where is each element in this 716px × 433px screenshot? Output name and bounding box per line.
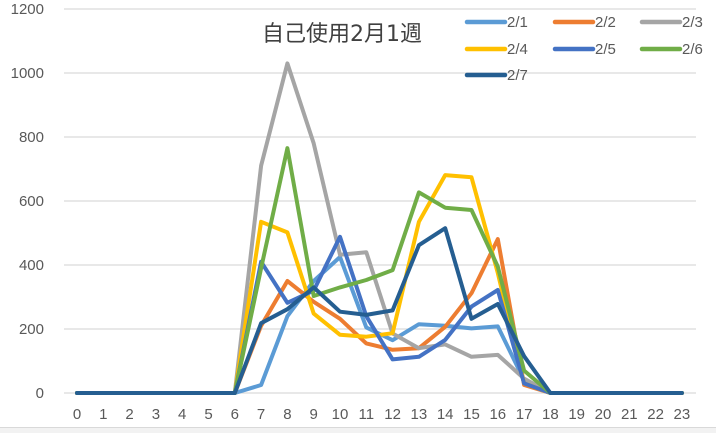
legend-item-2-3: 2/3 xyxy=(639,14,703,31)
legend-item-2-7: 2/7 xyxy=(464,67,528,84)
series-line-2-2 xyxy=(75,237,684,395)
x-axis-ticks: 0 1 2 3 4 5 6 7 8 9 10 11 12 13 14 15 16 17 18 19 20 21 22 23 xyxy=(73,406,690,423)
legend-item-2-4: 2/4 xyxy=(464,41,528,58)
legend-label: 2/7 xyxy=(507,67,528,84)
legend-label: 2/2 xyxy=(595,14,616,31)
x-tick-label: 22 xyxy=(647,406,664,423)
x-tick-label: 19 xyxy=(568,406,585,423)
legend-label: 2/1 xyxy=(507,14,528,31)
x-tick-label: 17 xyxy=(516,406,533,423)
x-tick-label: 1 xyxy=(99,406,107,423)
gridlines xyxy=(64,8,696,394)
x-tick-label: 11 xyxy=(359,406,375,423)
x-tick-label: 10 xyxy=(332,406,349,423)
x-tick-label: 2 xyxy=(125,406,133,423)
x-tick-label: 23 xyxy=(674,406,691,423)
series-line-2-7 xyxy=(75,226,684,395)
legend-item-2-6: 2/6 xyxy=(639,41,703,58)
legend-label: 2/3 xyxy=(682,14,703,31)
x-tick-label: 9 xyxy=(310,406,318,423)
x-tick-label: 18 xyxy=(542,406,559,423)
x-tick-label: 0 xyxy=(73,406,81,423)
y-axis-ticks: 0 200 400 600 800 1000 1200 xyxy=(11,1,44,402)
x-tick-label: 5 xyxy=(204,406,212,423)
sheet-bottom-edge xyxy=(0,427,716,433)
x-tick-label: 4 xyxy=(178,406,186,423)
x-tick-label: 16 xyxy=(489,406,506,423)
chart-title: 自己使用2月1週 xyxy=(262,22,422,47)
y-tick-label: 800 xyxy=(19,129,44,146)
legend-item-2-5: 2/5 xyxy=(552,41,616,58)
x-tick-label: 20 xyxy=(595,406,612,423)
y-tick-label: 1200 xyxy=(11,1,44,18)
legend-item-2-1: 2/1 xyxy=(464,14,528,31)
x-tick-label: 21 xyxy=(621,406,638,423)
y-tick-label: 200 xyxy=(19,321,44,338)
y-tick-label: 400 xyxy=(19,257,44,274)
series-line-2-5 xyxy=(75,234,684,395)
legend-label: 2/6 xyxy=(682,41,703,58)
y-tick-label: 0 xyxy=(36,385,44,402)
series-line-2-3 xyxy=(75,61,684,395)
y-tick-label: 1000 xyxy=(11,65,44,82)
legend-label: 2/5 xyxy=(595,41,616,58)
series-lines xyxy=(75,61,684,395)
x-tick-label: 13 xyxy=(411,406,428,423)
x-tick-label: 6 xyxy=(231,406,239,423)
x-tick-label: 7 xyxy=(257,406,265,423)
x-tick-label: 14 xyxy=(437,406,454,423)
series-line-2-6 xyxy=(75,146,684,395)
legend-label: 2/4 xyxy=(507,41,528,58)
x-tick-label: 12 xyxy=(384,406,401,423)
series-line-2-1 xyxy=(75,255,684,395)
x-tick-label: 15 xyxy=(463,406,480,423)
y-tick-label: 600 xyxy=(19,193,44,210)
x-tick-label: 8 xyxy=(283,406,291,423)
x-tick-label: 3 xyxy=(152,406,160,423)
legend: 2/1 2/2 2/3 2/4 2/5 2/6 2/7 xyxy=(464,14,703,84)
series-line-2-4 xyxy=(75,173,684,395)
legend-item-2-2: 2/2 xyxy=(552,14,616,31)
